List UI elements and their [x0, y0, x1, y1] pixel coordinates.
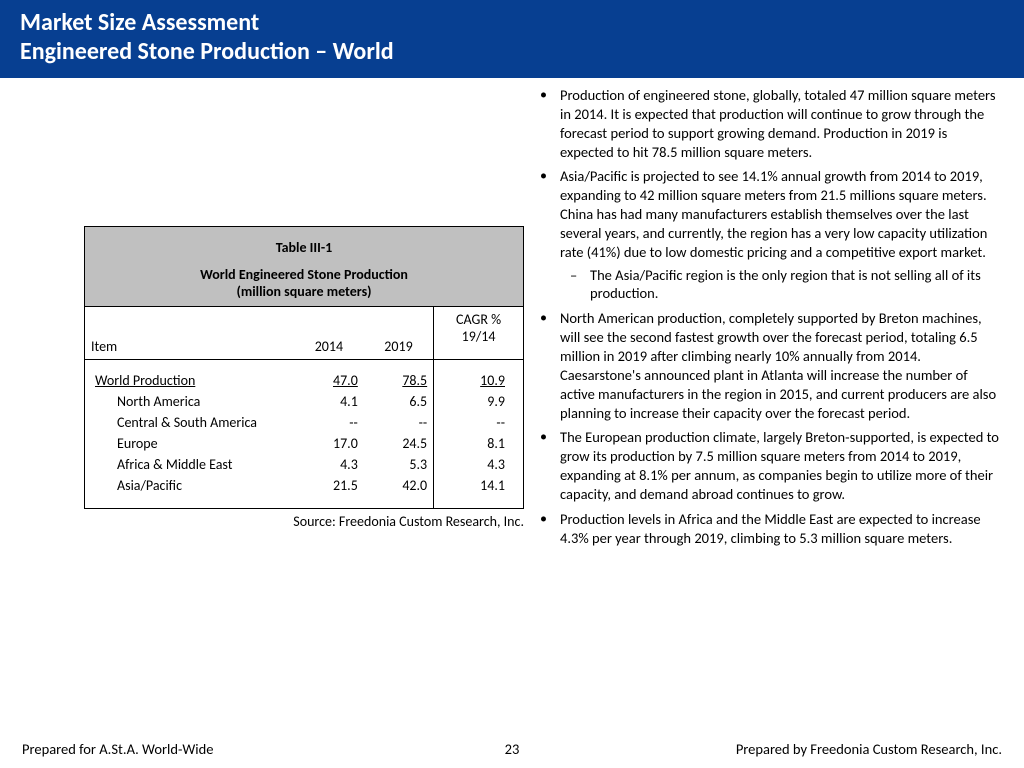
bullet-text: Production of engineered stone, globally…: [560, 86, 996, 161]
list-item: The European production climate, largely…: [530, 428, 1004, 503]
row-2019: 42.0: [364, 475, 434, 509]
list-item: Production of engineered stone, globally…: [530, 86, 1004, 161]
table-row: Asia/Pacific 21.5 42.0 14.1: [85, 475, 524, 509]
bullet-text: Production levels in Africa and the Midd…: [560, 510, 981, 547]
row-2014: 21.5: [294, 475, 364, 509]
list-item: North American production, completely su…: [530, 309, 1004, 422]
row-cagr: 10.9: [434, 360, 524, 392]
bullet-text: The Asia/Pacific region is the only regi…: [590, 266, 981, 303]
row-cagr: --: [434, 412, 524, 433]
row-2019: 78.5: [364, 360, 434, 392]
list-item: Asia/Pacific is projected to see 14.1% a…: [530, 167, 1004, 303]
table-source: Source: Freedonia Custom Research, Inc.: [84, 513, 524, 530]
row-2014: 4.1: [294, 391, 364, 412]
row-2014: 4.3: [294, 454, 364, 475]
row-label: Africa & Middle East: [85, 454, 294, 475]
header-title-1: Market Size Assessment: [20, 8, 1004, 37]
row-2019: --: [364, 412, 434, 433]
footer-right: Prepared by Freedonia Custom Research, I…: [736, 740, 1002, 758]
list-item: The Asia/Pacific region is the only regi…: [560, 266, 1004, 304]
row-label: Central & South America: [85, 412, 294, 433]
row-cagr: 8.1: [434, 433, 524, 454]
col-item: Item: [85, 307, 294, 360]
page-number: 23: [505, 740, 520, 758]
list-item: Production levels in Africa and the Midd…: [530, 510, 1004, 548]
production-table: Table III-1 World Engineered Stone Produ…: [84, 226, 524, 509]
bullet-text: The European production climate, largely…: [560, 428, 999, 503]
row-cagr: 9.9: [434, 391, 524, 412]
table-row: Central & South America -- -- --: [85, 412, 524, 433]
table-header-cell: Table III-1 World Engineered Stone Produ…: [85, 227, 524, 307]
col-cagr-top: CAGR %: [434, 307, 524, 329]
right-column: Production of engineered stone, globally…: [520, 86, 1004, 553]
table-row: World Production 47.0 78.5 10.9: [85, 360, 524, 392]
row-label: World Production: [85, 360, 294, 392]
header-title-2: Engineered Stone Production – World: [20, 37, 1004, 66]
row-label: Asia/Pacific: [85, 475, 294, 509]
table-title: World Engineered Stone Production: [89, 266, 519, 283]
slide-header: Market Size Assessment Engineered Stone …: [0, 0, 1024, 78]
col-cagr-bot: 19/14: [434, 328, 524, 360]
row-cagr: 4.3: [434, 454, 524, 475]
slide-footer: Prepared for A.St.A. World-Wide 23 Prepa…: [0, 740, 1024, 758]
content-area: Table III-1 World Engineered Stone Produ…: [0, 78, 1024, 553]
bullet-text: North American production, completely su…: [560, 309, 996, 421]
bullet-list: Production of engineered stone, globally…: [530, 86, 1004, 547]
bullet-text: Asia/Pacific is projected to see 14.1% a…: [560, 167, 987, 260]
table-row: Europe 17.0 24.5 8.1: [85, 433, 524, 454]
table-subtitle: (million square meters): [89, 283, 519, 300]
row-cagr: 14.1: [434, 475, 524, 509]
col-2014: 2014: [294, 307, 364, 360]
row-2014: --: [294, 412, 364, 433]
row-2019: 5.3: [364, 454, 434, 475]
left-column: Table III-1 World Engineered Stone Produ…: [20, 86, 520, 553]
table-row: North America 4.1 6.5 9.9: [85, 391, 524, 412]
table-row: Africa & Middle East 4.3 5.3 4.3: [85, 454, 524, 475]
row-label: Europe: [85, 433, 294, 454]
sub-list: The Asia/Pacific region is the only regi…: [560, 266, 1004, 304]
row-2014: 47.0: [294, 360, 364, 392]
row-2014: 17.0: [294, 433, 364, 454]
table-body: World Production 47.0 78.5 10.9 North Am…: [85, 360, 524, 509]
table-number: Table III-1: [89, 239, 519, 256]
col-2019: 2019: [364, 307, 434, 360]
row-2019: 6.5: [364, 391, 434, 412]
row-label: North America: [85, 391, 294, 412]
footer-left: Prepared for A.St.A. World-Wide: [22, 740, 213, 758]
row-2019: 24.5: [364, 433, 434, 454]
